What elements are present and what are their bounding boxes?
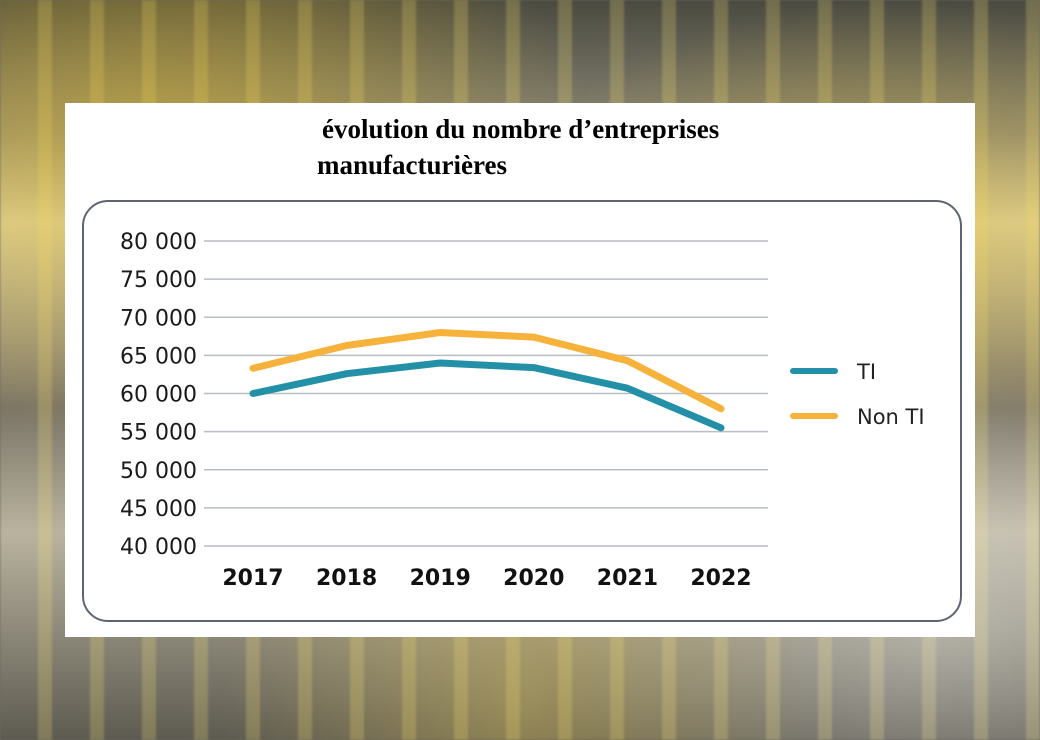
x-tick-label: 2018	[316, 566, 377, 591]
y-tick-label: 40 000	[120, 535, 197, 560]
y-tick-label: 55 000	[120, 421, 197, 446]
y-tick-label: 65 000	[120, 344, 197, 369]
x-tick-label: 2019	[410, 566, 471, 591]
y-tick-label: 75 000	[120, 268, 197, 293]
x-tick-label: 2017	[222, 566, 283, 591]
chart-panel	[82, 200, 962, 622]
chart-card: évolution du nombre d’entreprises manufa…	[65, 103, 975, 637]
line-chart: 80 000 75 000 70 000 65 000 60 000 55 000 50 0…	[120, 230, 925, 591]
y-tick-label: 50 000	[120, 459, 197, 484]
x-tick-label: 2022	[690, 566, 751, 591]
x-tick-label: 2020	[503, 566, 564, 591]
chart-title-line-2: manufacturières	[317, 150, 507, 180]
chart-title: évolution du nombre d’entreprises manufa…	[317, 111, 837, 183]
y-tick-label: 60 000	[120, 383, 197, 408]
y-tick-label: 80 000	[120, 230, 197, 255]
series-line-ti	[249, 359, 725, 432]
legend-label: Non TI	[857, 405, 925, 429]
chart-title-line-1: évolution du nombre d’entreprises	[322, 114, 720, 144]
y-tick-label: 70 000	[120, 306, 197, 331]
x-tick-label: 2021	[597, 566, 658, 591]
y-tick-label: 45 000	[120, 497, 197, 522]
legend-label: TI	[856, 360, 876, 384]
series-line-non-ti	[249, 329, 725, 413]
